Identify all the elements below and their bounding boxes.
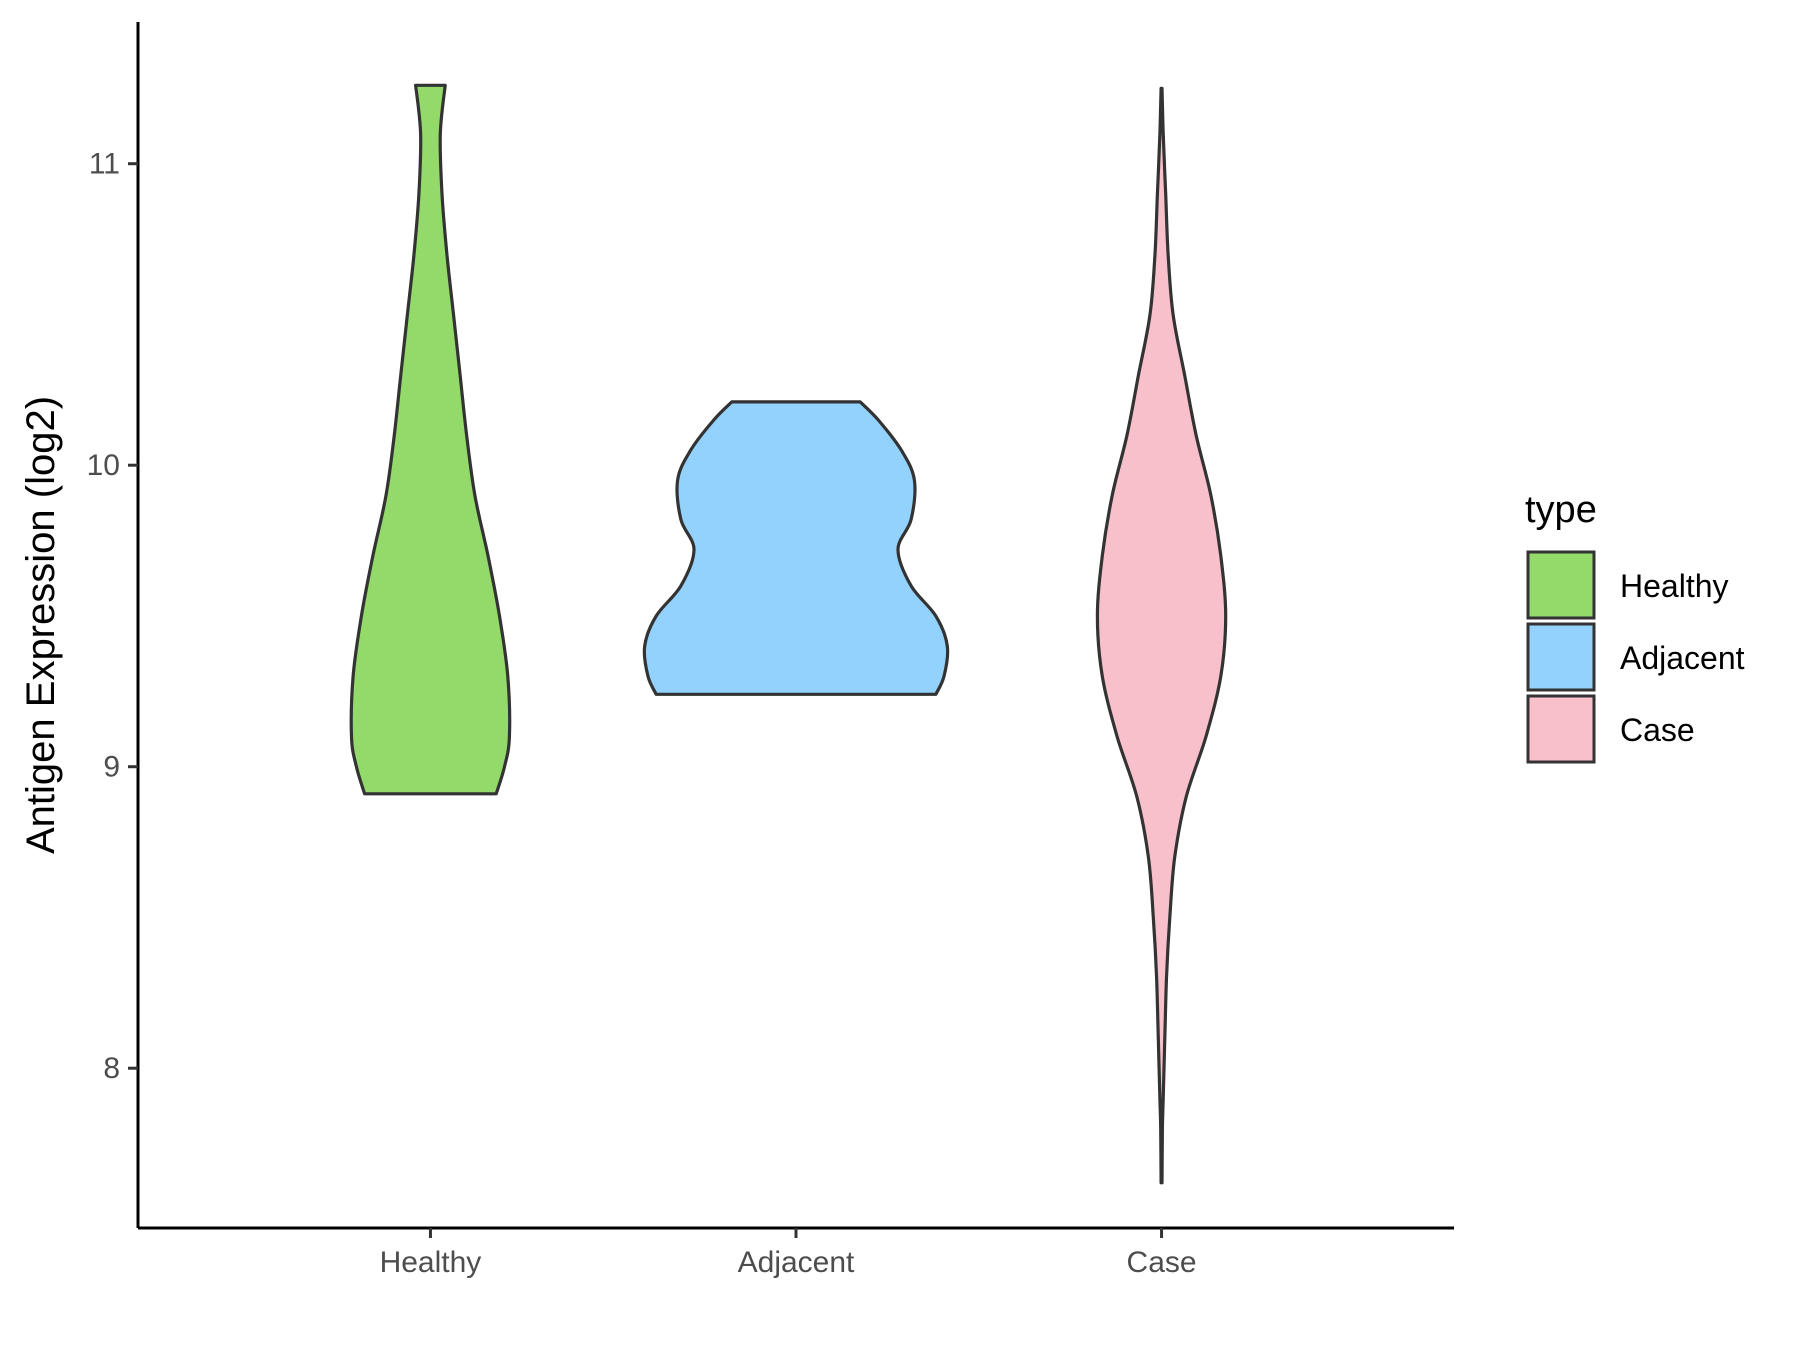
y-tick-label: 9 [103,751,120,784]
legend-swatch-adjacent [1526,622,1596,692]
x-tick-label: Adjacent [738,1246,855,1279]
violin-case [1095,86,1228,1185]
legend-title: type [1525,489,1597,531]
violins-layer [349,83,1228,1185]
y-tick-label: 11 [89,148,120,181]
y-tick-label: 8 [103,1052,120,1085]
legend-label-healthy: Healthy [1620,568,1729,604]
legend-swatch-case [1526,694,1596,764]
legend: type Healthy Adjacent Case [1525,489,1745,764]
x-ticks-layer: Healthy Adjacent Case [380,1228,1197,1279]
violin-adjacent [642,400,950,696]
legend-items: Healthy Adjacent Case [1526,550,1745,764]
x-tick-label: Healthy [380,1246,482,1279]
legend-label-adjacent: Adjacent [1620,640,1745,676]
legend-swatch-healthy [1526,550,1596,620]
x-tick-label: Case [1127,1246,1197,1279]
y-tick-label: 10 [87,449,120,482]
legend-label-case: Case [1620,712,1695,748]
y-ticks-layer: 8 9 10 11 [87,148,138,1085]
violin-healthy [349,83,512,796]
y-axis-title: Antigen Expression (log2) [19,396,63,854]
